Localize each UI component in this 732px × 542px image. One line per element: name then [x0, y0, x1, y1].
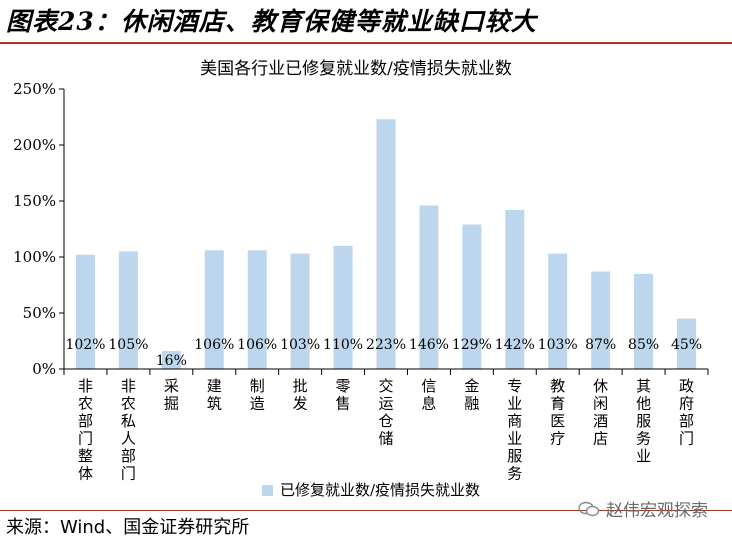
data-label-1: 105% — [108, 337, 148, 353]
y-tick-label: 200% — [13, 136, 56, 154]
category-label-0: 非农部门整体 — [78, 377, 93, 483]
bar-3 — [204, 250, 224, 369]
data-label-6: 110% — [323, 337, 363, 353]
y-tick-label: 50% — [23, 304, 56, 322]
data-label-3: 106% — [194, 337, 234, 353]
legend-swatch — [262, 485, 273, 496]
y-tick-label: 0% — [32, 360, 56, 378]
bar-10 — [505, 209, 525, 369]
data-label-7: 223% — [366, 337, 406, 353]
bar-4 — [247, 250, 267, 369]
y-tick-label: 250% — [13, 80, 56, 98]
data-label-13: 85% — [628, 337, 659, 353]
y-axis: 0% 50% 100% 150% 200% 250% — [13, 80, 65, 378]
source-rule — [0, 510, 732, 511]
legend: 已修复就业数/疫情损失就业数 — [262, 481, 480, 499]
figure-title: 图表23：休闲酒店、教育保健等就业缺口较大 — [6, 7, 537, 36]
category-label-14: 政府部门 — [679, 377, 694, 448]
category-label-2: 采掘 — [164, 377, 179, 413]
category-label-7: 交运仓储 — [378, 377, 393, 448]
category-label-10: 专业商业服务 — [507, 377, 522, 483]
bar-7 — [376, 119, 396, 370]
category-label-3: 建筑 — [207, 377, 222, 413]
watermark: 赵伟宏观探索 — [578, 496, 708, 521]
category-label-5: 批发 — [293, 377, 308, 413]
source-note: 来源：Wind、国金证券研究所 — [6, 517, 250, 538]
watermark-text: 赵伟宏观探索 — [606, 501, 708, 521]
wechat-icon — [578, 501, 600, 516]
category-label-13: 其他服务业 — [636, 377, 651, 465]
bar-2 — [161, 351, 181, 369]
title-rule — [0, 42, 732, 44]
bar-0 — [75, 254, 95, 369]
bar-5 — [290, 253, 310, 369]
category-label-8: 信息 — [421, 377, 436, 413]
data-label-10: 142% — [495, 337, 535, 353]
bar-11 — [548, 253, 568, 369]
y-tick-label: 100% — [13, 248, 56, 266]
bar-9 — [462, 224, 482, 369]
y-tick-label: 150% — [13, 192, 56, 210]
category-label-4: 制造 — [250, 377, 265, 413]
category-label-12: 休闲酒店 — [593, 377, 608, 448]
bar-6 — [333, 245, 353, 369]
data-label-5: 103% — [280, 337, 320, 353]
data-label-8: 146% — [409, 337, 449, 353]
bar-8 — [419, 205, 439, 369]
bar-1 — [118, 251, 138, 369]
data-label-11: 103% — [538, 337, 578, 353]
data-label-12: 87% — [585, 337, 616, 353]
data-label-0: 102% — [65, 337, 105, 353]
category-label-11: 教育医疗 — [550, 377, 565, 448]
bar-13 — [634, 273, 654, 369]
category-label-9: 金融 — [464, 377, 479, 413]
bar-14 — [677, 318, 697, 369]
data-label-14: 45% — [671, 337, 702, 353]
bars: 102% 105%16%106% 106% 103% 110% 223% 146% 129% 1… — [65, 119, 702, 369]
bar-chart: 美国各行业已修复就业数/疫情损失就业数 0% 50% 100% 150% 200% 250… — [13, 59, 709, 499]
data-label-2: 16% — [156, 353, 187, 369]
category-label-6: 零售 — [336, 377, 351, 413]
data-label-9: 129% — [452, 337, 492, 353]
data-label-4: 106% — [237, 337, 277, 353]
category-label-1: 非农私人部门 — [121, 377, 136, 483]
chart-title: 美国各行业已修复就业数/疫情损失就业数 — [200, 59, 512, 79]
bar-12 — [591, 271, 611, 369]
legend-label: 已修复就业数/疫情损失就业数 — [280, 481, 480, 499]
